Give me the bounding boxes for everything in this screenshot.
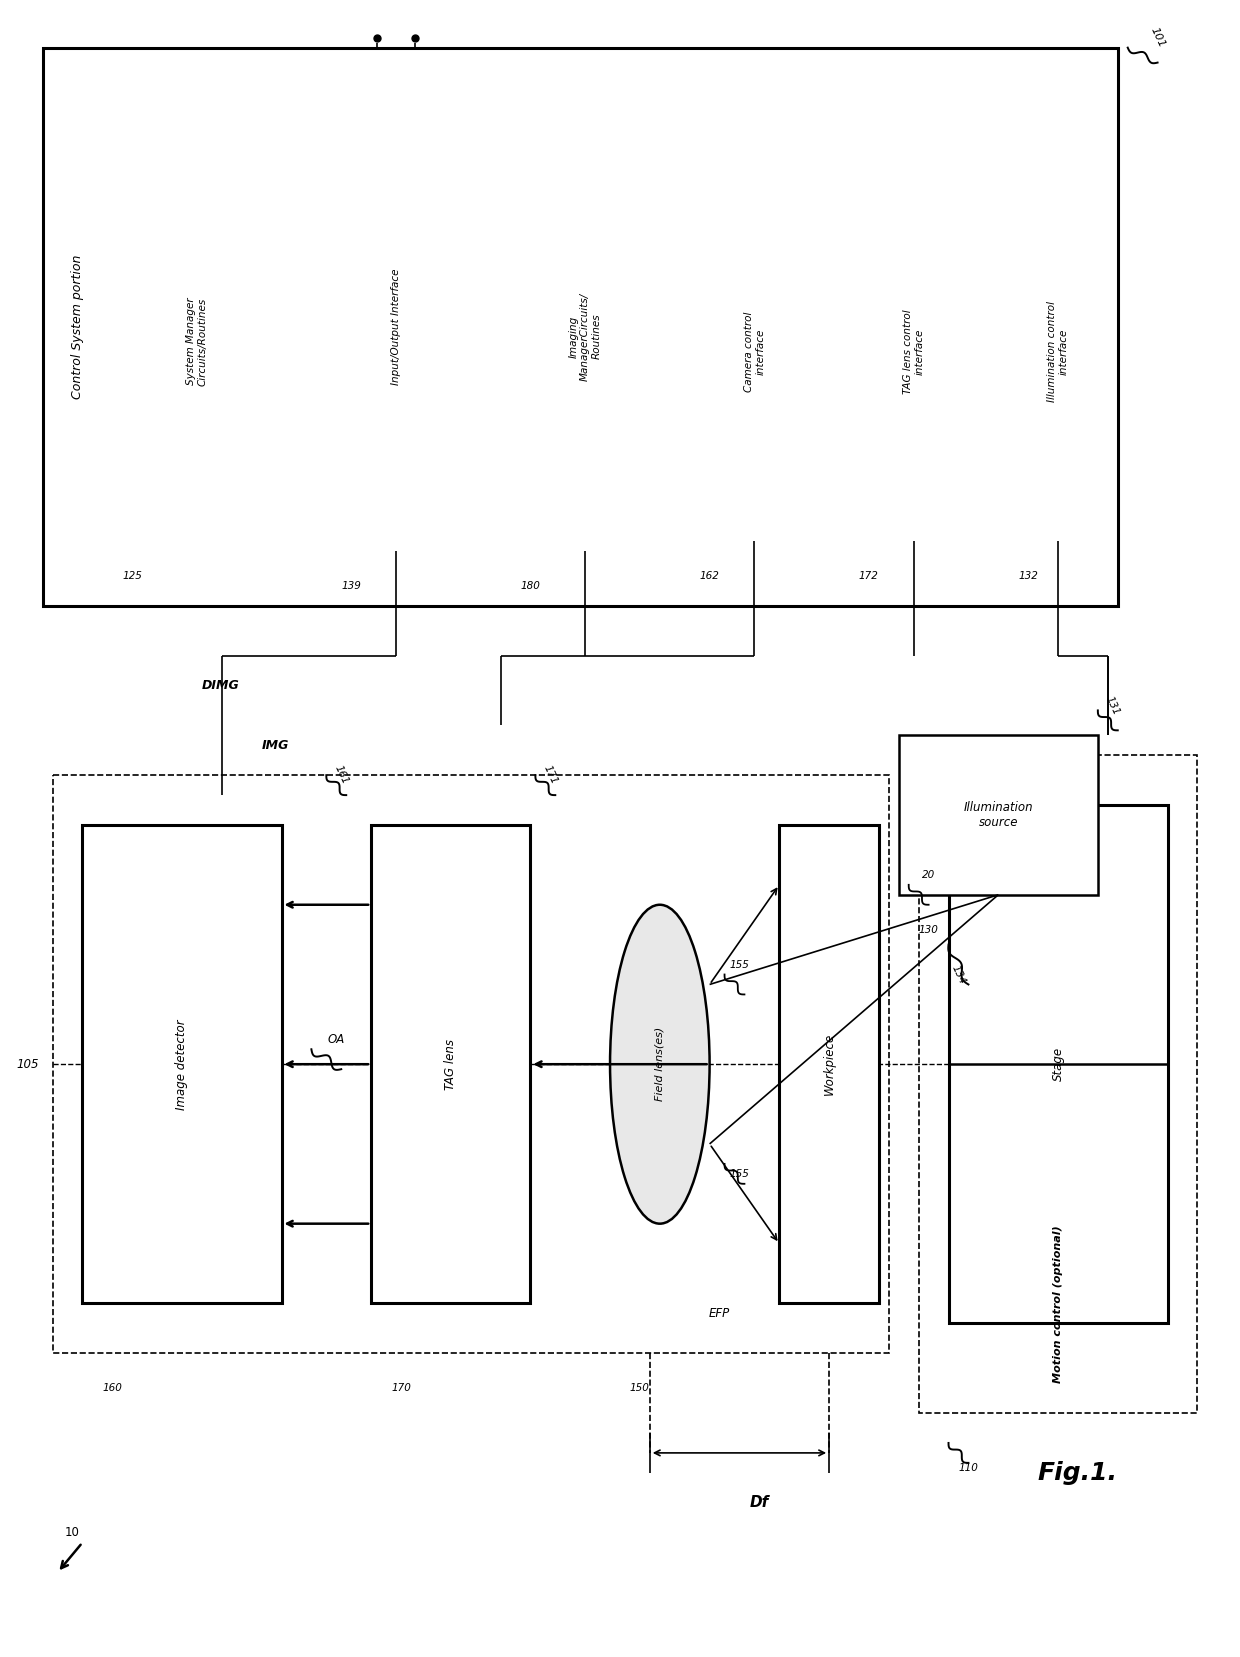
Text: Workpiece: Workpiece [822,1032,836,1095]
Bar [949,805,1168,1324]
Bar [511,123,660,550]
Bar [849,162,978,540]
Text: 139: 139 [341,582,361,592]
Text: 162: 162 [699,572,719,582]
Text: 155: 155 [729,959,749,969]
Text: 10: 10 [64,1526,79,1539]
Text: 161: 161 [332,764,350,787]
Text: Illumination control
interface: Illumination control interface [1048,302,1069,403]
Text: 171: 171 [542,764,559,787]
Bar [1008,162,1107,540]
Text: Motion control (optional): Motion control (optional) [1053,1226,1063,1384]
Text: Field lens(es): Field lens(es) [655,1027,665,1102]
Text: 160: 160 [103,1384,123,1394]
Text: 155: 155 [729,1168,749,1178]
Text: 170: 170 [391,1384,410,1394]
Text: 134: 134 [950,963,967,986]
Text: 150: 150 [630,1384,650,1394]
Bar [899,736,1097,895]
Text: OA: OA [327,1032,345,1046]
Text: 125: 125 [123,572,143,582]
Text: System Manager
Circuits/Routines: System Manager Circuits/Routines [186,298,208,386]
Text: TAG lens control
interface: TAG lens control interface [903,310,925,394]
Text: Imaging
ManagerCircuits/
Routines: Imaging ManagerCircuits/ Routines [569,293,601,381]
Bar [113,143,281,540]
Text: Camera control
interface: Camera control interface [744,312,765,391]
Bar [52,775,889,1354]
Text: 105: 105 [16,1057,38,1070]
Text: EFP: EFP [709,1307,730,1321]
Text: Image detector: Image detector [176,1019,188,1110]
Text: 130: 130 [919,925,939,935]
Text: Control System portion: Control System portion [71,255,84,399]
Bar [42,48,1117,606]
Text: 172: 172 [859,572,879,582]
Text: Df: Df [750,1495,769,1510]
Text: Illumination
source: Illumination source [963,800,1033,828]
Text: 131: 131 [1104,694,1121,716]
Text: 20: 20 [923,870,935,880]
Text: 110: 110 [959,1463,978,1473]
Bar [371,825,531,1304]
Text: DIMG: DIMG [202,679,239,693]
Text: 101: 101 [1148,27,1167,50]
Bar [331,103,461,550]
Bar [779,825,879,1304]
Bar [689,162,820,540]
Text: 132: 132 [1018,572,1038,582]
Bar [919,756,1198,1413]
Text: Fig.1.: Fig.1. [1038,1461,1118,1485]
Text: Stage: Stage [1052,1047,1064,1082]
Text: TAG lens: TAG lens [444,1039,458,1090]
Text: Input/Output Interface: Input/Output Interface [391,268,401,384]
Text: 180: 180 [521,582,541,592]
Bar [82,825,281,1304]
Ellipse shape [610,905,709,1223]
Text: IMG: IMG [262,739,289,752]
